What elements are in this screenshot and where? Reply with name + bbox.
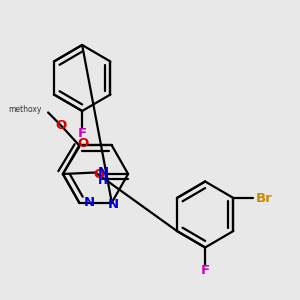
Text: O: O [77,137,88,150]
Text: O: O [94,167,105,181]
Text: N: N [107,198,118,211]
Text: F: F [78,127,87,140]
Text: F: F [201,264,210,277]
Text: H: H [98,174,108,188]
Text: methoxy: methoxy [8,105,42,114]
Text: N: N [84,196,95,209]
Text: O: O [56,119,67,132]
Text: Br: Br [256,191,272,205]
Text: N: N [98,166,109,179]
